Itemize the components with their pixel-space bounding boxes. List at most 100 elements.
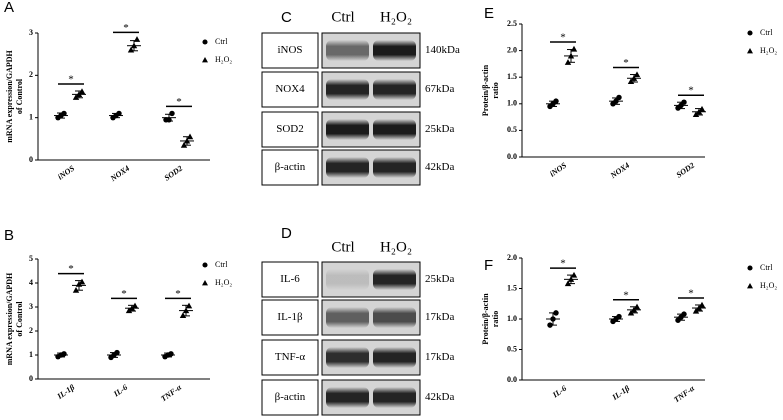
y-tick-label: 1.0 <box>507 314 517 323</box>
chart-panel: E Protein/β-actin ratio 0.0 0.5 1.0 1.5 2.0 2.5 i… <box>481 5 778 181</box>
data-point <box>627 78 635 85</box>
lane-label: H₂O₂ <box>380 239 412 255</box>
x-tick-label: IL-1β <box>610 383 632 402</box>
legend-label: Ctrl <box>215 260 228 269</box>
y-axis-label: ratio <box>491 82 500 98</box>
x-tick-label: IL-6 <box>111 383 129 399</box>
panel-label: B <box>4 227 14 244</box>
band <box>373 79 416 100</box>
y-axis-label: of Control <box>15 301 24 337</box>
size-label: 42kDa <box>425 391 454 403</box>
legend-marker <box>202 262 208 268</box>
size-label: 17kDa <box>425 311 454 323</box>
significance-label: * <box>688 85 694 97</box>
legend-label: H₂O₂ <box>760 46 777 55</box>
protein-label: TNF-α <box>275 351 305 363</box>
panel-label: A <box>4 0 14 16</box>
legend-marker <box>747 48 753 54</box>
y-axis-label: Protein/β-actin <box>481 293 490 345</box>
y-tick-label: 2.0 <box>507 45 517 54</box>
y-axis-label: ratio <box>491 311 500 327</box>
size-label: 17kDa <box>425 351 454 363</box>
label-box <box>261 379 319 416</box>
y-tick-label: 1 <box>29 112 33 121</box>
panel-label: C <box>281 9 292 26</box>
y-tick-label: 1 <box>29 350 33 359</box>
band <box>326 119 369 140</box>
label-box <box>261 111 319 148</box>
label-box <box>261 149 319 186</box>
panel-label: E <box>484 5 494 22</box>
y-tick-label: 0.0 <box>507 375 517 384</box>
y-tick-label: 2 <box>29 70 33 79</box>
y-axis-label: Protein/β-actin <box>481 64 490 116</box>
band <box>326 157 369 178</box>
band <box>326 79 369 100</box>
y-tick-label: 0 <box>29 155 33 164</box>
x-tick-label: NOX4 <box>108 164 131 184</box>
legend-marker <box>747 283 753 289</box>
label-box <box>261 32 319 69</box>
data-point <box>78 278 86 285</box>
y-tick-label: 1.5 <box>507 72 517 81</box>
blot-panel: D Ctrl H₂O₂ IL-6 25kDa IL-1β 17kDa TNF-α 17kDa β-… <box>261 225 454 416</box>
significance-label: * <box>623 289 629 301</box>
band <box>326 269 369 290</box>
lane-label: Ctrl <box>331 239 354 255</box>
band <box>373 307 416 328</box>
legend-label: Ctrl <box>215 37 228 46</box>
label-box <box>261 261 319 298</box>
label-box <box>261 299 319 336</box>
chart-panel: F Protein/β-actin ratio 0.0 0.5 1.0 1.5 2.0 IL-6… <box>481 253 778 405</box>
y-tick-label: 1.0 <box>507 99 517 108</box>
y-tick-label: 0.5 <box>507 344 517 353</box>
y-axis-label: mRNA expression/GAPDH <box>5 272 14 365</box>
x-tick-label: SOD2 <box>675 161 697 180</box>
legend-label: Ctrl <box>760 28 773 37</box>
x-tick-label: iNOS <box>56 163 77 181</box>
legend-label: Ctrl <box>760 263 773 272</box>
y-tick-label: 1.5 <box>507 283 517 292</box>
legend-label: H₂O₂ <box>760 281 777 290</box>
significance-label: * <box>68 263 74 275</box>
y-tick-label: 0.5 <box>507 125 517 134</box>
size-label: 67kDa <box>425 83 454 95</box>
legend-label: H₂O₂ <box>215 278 232 287</box>
data-point <box>616 94 622 101</box>
panel-label: F <box>484 257 493 274</box>
band <box>373 269 416 290</box>
label-box <box>261 339 319 376</box>
x-tick-label: SOD2 <box>163 164 185 183</box>
legend-marker <box>202 39 208 45</box>
significance-label: * <box>623 57 629 69</box>
band <box>373 157 416 178</box>
band <box>373 387 416 408</box>
protein-label: IL-1β <box>277 311 303 323</box>
y-tick-label: 4 <box>29 278 33 287</box>
legend-marker <box>202 280 208 286</box>
significance-label: * <box>560 258 566 270</box>
x-tick-label: NOX4 <box>608 161 631 181</box>
band <box>326 307 369 328</box>
y-tick-label: 0 <box>29 374 33 383</box>
data-point <box>570 45 578 52</box>
protein-label: iNOS <box>277 44 302 56</box>
label-box <box>261 71 319 108</box>
data-point <box>61 351 67 357</box>
y-tick-label: 3 <box>29 302 33 311</box>
y-tick-label: 5 <box>29 254 33 263</box>
size-label: 25kDa <box>425 273 454 285</box>
legend-marker <box>202 57 208 63</box>
significance-label: * <box>175 288 181 300</box>
legend-label: H₂O₂ <box>215 55 232 64</box>
size-label: 140kDa <box>425 44 460 56</box>
data-point <box>72 94 80 100</box>
y-axis-label: mRNA expression/GAPDH <box>5 49 14 142</box>
y-axis-label: of Control <box>15 78 24 114</box>
blot-panel: C Ctrl H₂O₂ iNOS 140kDa NOX4 67kDa SOD2 25kDa β-a… <box>261 9 460 186</box>
x-tick-label: TNF-α <box>159 382 184 403</box>
significance-label: * <box>688 288 694 300</box>
